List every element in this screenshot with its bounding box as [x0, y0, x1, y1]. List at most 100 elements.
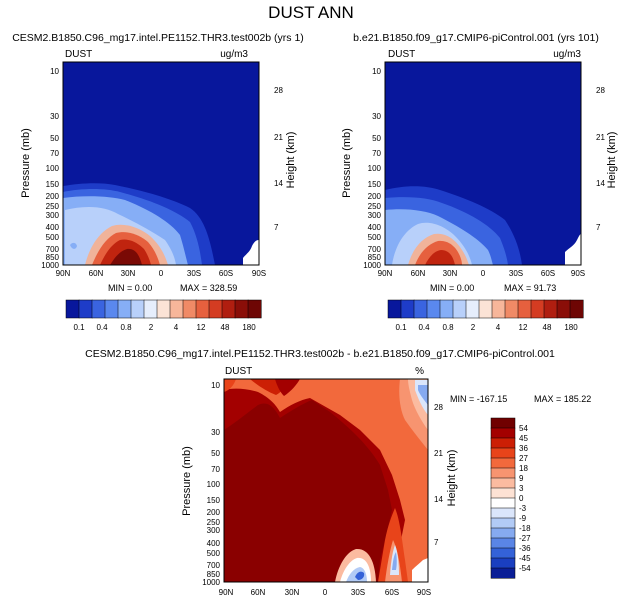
colorbar-label: 0.8: [120, 323, 132, 332]
colorbar-swatch: [543, 299, 558, 319]
y-right-tick-label: 28: [434, 403, 443, 412]
y-right-tick-label: 7: [434, 538, 439, 547]
x-tick-label: 30N: [285, 588, 300, 597]
colorbar-swatch: [490, 477, 516, 489]
x-tick-label: 30N: [443, 269, 458, 278]
y-axis-title: Pressure (mb): [341, 128, 353, 198]
x-tick-label: 0: [323, 588, 328, 597]
colorbar-swatch: [478, 299, 493, 319]
y-right-tick-label: 14: [434, 495, 443, 504]
y-tick-label: 70: [372, 149, 381, 158]
y-tick-label: 500: [46, 233, 60, 242]
colorbar-swatch: [182, 299, 197, 319]
colorbar-swatch: [504, 299, 519, 319]
colorbar-label: -45: [519, 554, 531, 563]
colorbar-swatch: [65, 299, 80, 319]
colorbar: 0.1 0.4 0.8 2 4 12 48 180: [387, 299, 584, 332]
y-tick-label: 700: [46, 245, 60, 254]
colorbar-label: 2: [471, 323, 476, 332]
colorbar-swatch: [156, 299, 171, 319]
colorbar-swatch: [490, 527, 516, 539]
colorbar-swatch: [491, 299, 506, 319]
colorbar-swatch: [490, 487, 516, 499]
colorbar-label: -36: [519, 544, 531, 553]
y-right-tick-label: 7: [596, 223, 601, 232]
colorbar-label: 48: [543, 323, 552, 332]
colorbar-swatch: [465, 299, 480, 319]
y-right-tick-label: 14: [596, 179, 605, 188]
y-right-axis-title: Height (km): [285, 132, 297, 189]
panel-control: b.e21.B1850.f09_g17.CMIP6-piControl.001 …: [341, 32, 618, 332]
x-tick-label: 90S: [252, 269, 266, 278]
colorbar-label: -27: [519, 534, 531, 543]
y-axis-right: 28 21 14 7 Height (km): [434, 403, 458, 547]
panel-units: %: [415, 366, 424, 377]
y-tick-label: 200: [46, 192, 60, 201]
colorbar-label: 27: [519, 454, 528, 463]
colorbar-swatch: [400, 299, 415, 319]
y-right-axis-title: Height (km): [606, 132, 618, 189]
y-tick-label: 50: [50, 134, 59, 143]
x-tick-label: 90S: [417, 588, 431, 597]
colorbar-swatch: [490, 447, 516, 459]
y-tick-label: 150: [207, 496, 221, 505]
x-tick-label: 0: [481, 269, 486, 278]
colorbar-label: 9: [519, 474, 524, 483]
y-tick-label: 150: [368, 180, 382, 189]
y-tick-label: 1000: [202, 578, 220, 587]
contour-field: [224, 379, 428, 582]
colorbar-label: 0.1: [73, 323, 85, 332]
colorbar-label: 4: [174, 323, 179, 332]
colorbar-swatch: [413, 299, 428, 319]
figure-title: DUST ANN: [268, 3, 354, 22]
y-right-tick-label: 21: [596, 133, 605, 142]
panel-left-label: DUST: [65, 49, 92, 60]
colorbar-swatch: [78, 299, 93, 319]
y-axis-left: 10 30 50 70 100 150 200 250 300 400 500 …: [20, 67, 60, 270]
x-tick-label: 90S: [571, 269, 585, 278]
y-right-tick-label: 21: [274, 133, 283, 142]
min-label: MIN = 0.00: [430, 283, 474, 293]
y-tick-label: 100: [368, 164, 382, 173]
colorbar-swatch: [130, 299, 145, 319]
x-tick-label: 90N: [56, 269, 71, 278]
y-tick-label: 300: [46, 211, 60, 220]
y-axis-title: Pressure (mb): [181, 446, 193, 516]
y-right-tick-label: 7: [274, 223, 279, 232]
x-axis: 90N 60N 30N 0 30S 60S 90S: [56, 269, 266, 278]
colorbar-swatch: [490, 557, 516, 569]
colorbar-label: -18: [519, 524, 531, 533]
y-tick-label: 1000: [41, 261, 59, 270]
panel-title: b.e21.B1850.f09_g17.CMIP6-piControl.001 …: [353, 32, 599, 44]
x-tick-label: 60S: [541, 269, 555, 278]
colorbar-label: 0.4: [418, 323, 430, 332]
contour-field: [385, 62, 581, 265]
x-tick-label: 60N: [251, 588, 266, 597]
y-tick-label: 400: [46, 223, 60, 232]
x-tick-label: 90N: [378, 269, 393, 278]
y-tick-label: 70: [211, 465, 220, 474]
y-right-tick-label: 21: [434, 449, 443, 458]
max-label: MAX = 328.59: [180, 283, 237, 293]
colorbar-swatch: [104, 299, 119, 319]
y-right-axis-title: Height (km): [446, 450, 458, 507]
y-tick-label: 150: [46, 180, 60, 189]
colorbar-label: 36: [519, 444, 528, 453]
colorbar-label: 0.8: [442, 323, 454, 332]
colorbar-swatch: [490, 567, 516, 579]
colorbar-label: 0.4: [96, 323, 108, 332]
y-tick-label: 10: [372, 67, 381, 76]
colorbar-swatch: [195, 299, 210, 319]
colorbar-swatch: [490, 507, 516, 519]
colorbar-label: 2: [149, 323, 154, 332]
colorbar-swatch: [221, 299, 236, 319]
colorbar-label: 12: [519, 323, 528, 332]
colorbar-label: 18: [519, 464, 528, 473]
colorbar-swatch: [490, 437, 516, 449]
y-tick-label: 300: [368, 211, 382, 220]
y-tick-label: 500: [207, 549, 221, 558]
y-axis-left: 10 30 50 70 100 150 200 250 300 400 500 …: [181, 381, 221, 587]
colorbar-swatch: [530, 299, 545, 319]
y-tick-label: 250: [207, 518, 221, 527]
colorbar-swatch: [490, 497, 516, 509]
